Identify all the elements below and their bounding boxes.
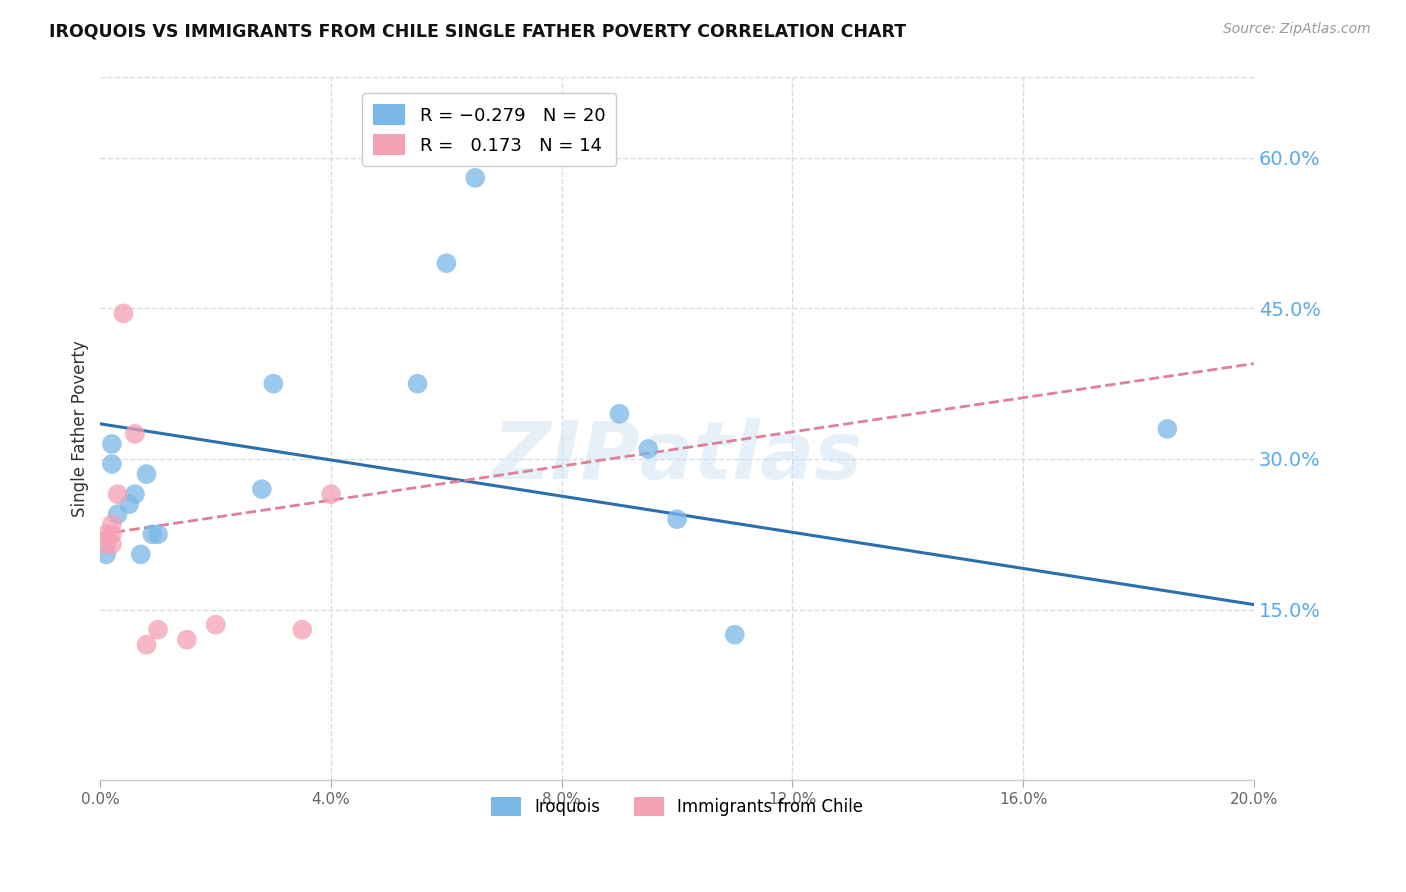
Point [107, 487, 129, 501]
Point [262, 376, 284, 391]
Text: Source: ZipAtlas.com: Source: ZipAtlas.com [1223, 22, 1371, 37]
Point [101, 517, 124, 532]
Point [724, 628, 747, 642]
Point [609, 407, 631, 421]
Point [94, 537, 117, 551]
Point [135, 467, 157, 481]
Legend: Iroquois, Immigrants from Chile: Iroquois, Immigrants from Chile [482, 789, 872, 825]
Text: IROQUOIS VS IMMIGRANTS FROM CHILE SINGLE FATHER POVERTY CORRELATION CHART: IROQUOIS VS IMMIGRANTS FROM CHILE SINGLE… [49, 22, 907, 40]
Point [666, 512, 689, 526]
Point [291, 623, 314, 637]
Point [94, 527, 117, 541]
Point [101, 537, 124, 551]
Point [146, 527, 169, 541]
Point [204, 617, 226, 632]
Point [176, 632, 198, 647]
Point [124, 487, 146, 501]
Point [118, 497, 141, 511]
Point [112, 306, 135, 320]
Point [141, 527, 163, 541]
Point [101, 437, 124, 451]
Point [637, 442, 659, 456]
Y-axis label: Single Father Poverty: Single Father Poverty [72, 341, 89, 517]
Point [107, 507, 129, 521]
Point [129, 548, 152, 562]
Point [319, 487, 342, 501]
Point [1156, 422, 1178, 436]
Point [250, 482, 273, 496]
Point [101, 457, 124, 471]
Point [146, 623, 169, 637]
Point [135, 638, 157, 652]
Point [434, 256, 457, 270]
Text: ZIP​atlas: ZIP​atlas [492, 418, 862, 496]
Point [124, 426, 146, 441]
Point [406, 376, 429, 391]
Point [101, 527, 124, 541]
Point [94, 548, 117, 562]
Point [464, 170, 486, 185]
